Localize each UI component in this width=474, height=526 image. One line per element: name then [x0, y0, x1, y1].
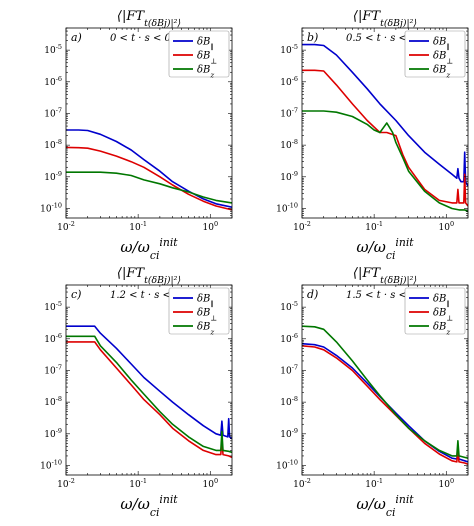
series-line-z — [302, 325, 468, 459]
y-tick-label: 10-9 — [280, 427, 298, 440]
time-range-label: 0 < t · s < 0.5 — [110, 33, 180, 44]
panel-title: ⟨|FTt(δBj)|²⟩ — [117, 266, 181, 286]
panel-3: 10-10 10-9 10-8 10-7 10-6 10-5 10-2 10-1 100 ⟨|FT… — [40, 266, 233, 519]
panel-2: 10-10 10-9 10-8 10-7 10-6 10-5 10-2 10-1 100 ⟨|FT… — [276, 9, 469, 262]
y-tick-label: 10-6 — [44, 75, 62, 88]
panel-label: d) — [307, 288, 318, 301]
x-axis-label: ω/ωciinit — [356, 236, 414, 262]
series-line-par — [302, 43, 468, 187]
y-tick-label: 10-7 — [44, 106, 62, 119]
y-tick-label: 10-8 — [280, 395, 298, 408]
y-tick-label: 10-8 — [44, 395, 62, 408]
x-tick-label: 10-1 — [129, 220, 147, 233]
x-axis-label: ω/ωciinit — [120, 493, 178, 519]
legend-label-par: δB∥ — [433, 37, 450, 52]
legend-label-par: δB∥ — [433, 294, 450, 309]
legend-label-perp: δB⊥ — [433, 51, 453, 66]
time-range-label: 0.5 < t · s < 1 — [346, 33, 416, 44]
y-tick-label: 10-6 — [44, 332, 62, 345]
legend-label-par: δB∥ — [197, 37, 214, 52]
legend-box — [404, 287, 466, 335]
y-tick-label: 10-5 — [44, 300, 62, 313]
y-tick-label: 10-10 — [40, 201, 62, 214]
legend: δB∥δB⊥δBz — [168, 30, 230, 80]
x-tick-label: 10-2 — [293, 477, 311, 490]
series-line-perp — [302, 345, 468, 465]
series-line-perp — [66, 146, 232, 211]
series-line-z — [302, 110, 468, 213]
y-tick-label: 10-5 — [280, 43, 298, 56]
y-tick-label: 10-7 — [280, 106, 298, 119]
legend: δB∥δB⊥δBz — [404, 30, 466, 80]
y-tick-label: 10-9 — [280, 170, 298, 183]
y-tick-label: 10-5 — [280, 300, 298, 313]
x-tick-label: 10-2 — [57, 477, 75, 490]
y-tick-label: 10-10 — [276, 201, 298, 214]
y-tick-label: 10-9 — [44, 427, 62, 440]
x-tick-label: 100 — [202, 220, 218, 233]
y-tick-label: 10-7 — [280, 363, 298, 376]
y-tick-label: 10-10 — [40, 458, 62, 471]
y-tick-label: 10-5 — [44, 43, 62, 56]
x-axis-label: ω/ωciinit — [356, 493, 414, 519]
legend-label-z: δBz — [197, 322, 214, 337]
y-tick-label: 10-8 — [280, 138, 298, 151]
legend-label-z: δBz — [433, 65, 450, 80]
panel-label: a) — [71, 31, 82, 44]
series-line-par — [66, 129, 232, 208]
y-tick-label: 10-6 — [280, 75, 298, 88]
panel-title: ⟨|FTt(δBj)|²⟩ — [117, 9, 181, 29]
x-tick-label: 10-2 — [57, 220, 75, 233]
legend-label-perp: δB⊥ — [433, 308, 453, 323]
legend: δB∥δB⊥δBz — [404, 287, 466, 337]
legend-label-par: δB∥ — [197, 294, 214, 309]
legend-label-z: δBz — [197, 65, 214, 80]
panel-label: c) — [71, 288, 81, 301]
x-tick-label: 100 — [202, 477, 218, 490]
legend-label-z: δBz — [433, 322, 450, 337]
y-tick-label: 10-8 — [44, 138, 62, 151]
y-tick-label: 10-6 — [280, 332, 298, 345]
series-line-z — [66, 171, 232, 204]
legend-box — [404, 30, 466, 78]
y-tick-label: 10-7 — [44, 363, 62, 376]
panel-title: ⟨|FTt(δBj)|²⟩ — [353, 9, 417, 29]
x-tick-label: 10-1 — [129, 477, 147, 490]
legend: δB∥δB⊥δBz — [168, 287, 230, 337]
panel-label: b) — [307, 31, 318, 44]
time-range-label: 1.2 < t · s < 1.5 — [110, 290, 190, 301]
x-tick-label: 10-2 — [293, 220, 311, 233]
series-line-z — [66, 335, 232, 454]
y-tick-label: 10-9 — [44, 170, 62, 183]
panel-title: ⟨|FTt(δBj)|²⟩ — [353, 266, 417, 286]
legend-label-perp: δB⊥ — [197, 308, 217, 323]
series-line-perp — [302, 69, 468, 207]
time-range-label: 1.5 < t · s < 2 — [346, 290, 416, 301]
x-tick-label: 100 — [438, 477, 454, 490]
x-tick-label: 10-1 — [365, 477, 383, 490]
x-tick-label: 10-1 — [365, 220, 383, 233]
x-axis-label: ω/ωciinit — [120, 236, 178, 262]
panel-4: 10-10 10-9 10-8 10-7 10-6 10-5 10-2 10-1 100 ⟨|FT… — [276, 266, 469, 519]
x-tick-label: 100 — [438, 220, 454, 233]
panel-1: 10-10 10-9 10-8 10-7 10-6 10-5 10-2 10-1 100 ⟨|FT… — [40, 9, 233, 262]
legend-box — [168, 287, 230, 335]
legend-label-perp: δB⊥ — [197, 51, 217, 66]
y-tick-label: 10-10 — [276, 458, 298, 471]
series-line-par — [66, 325, 232, 440]
legend-box — [168, 30, 230, 78]
